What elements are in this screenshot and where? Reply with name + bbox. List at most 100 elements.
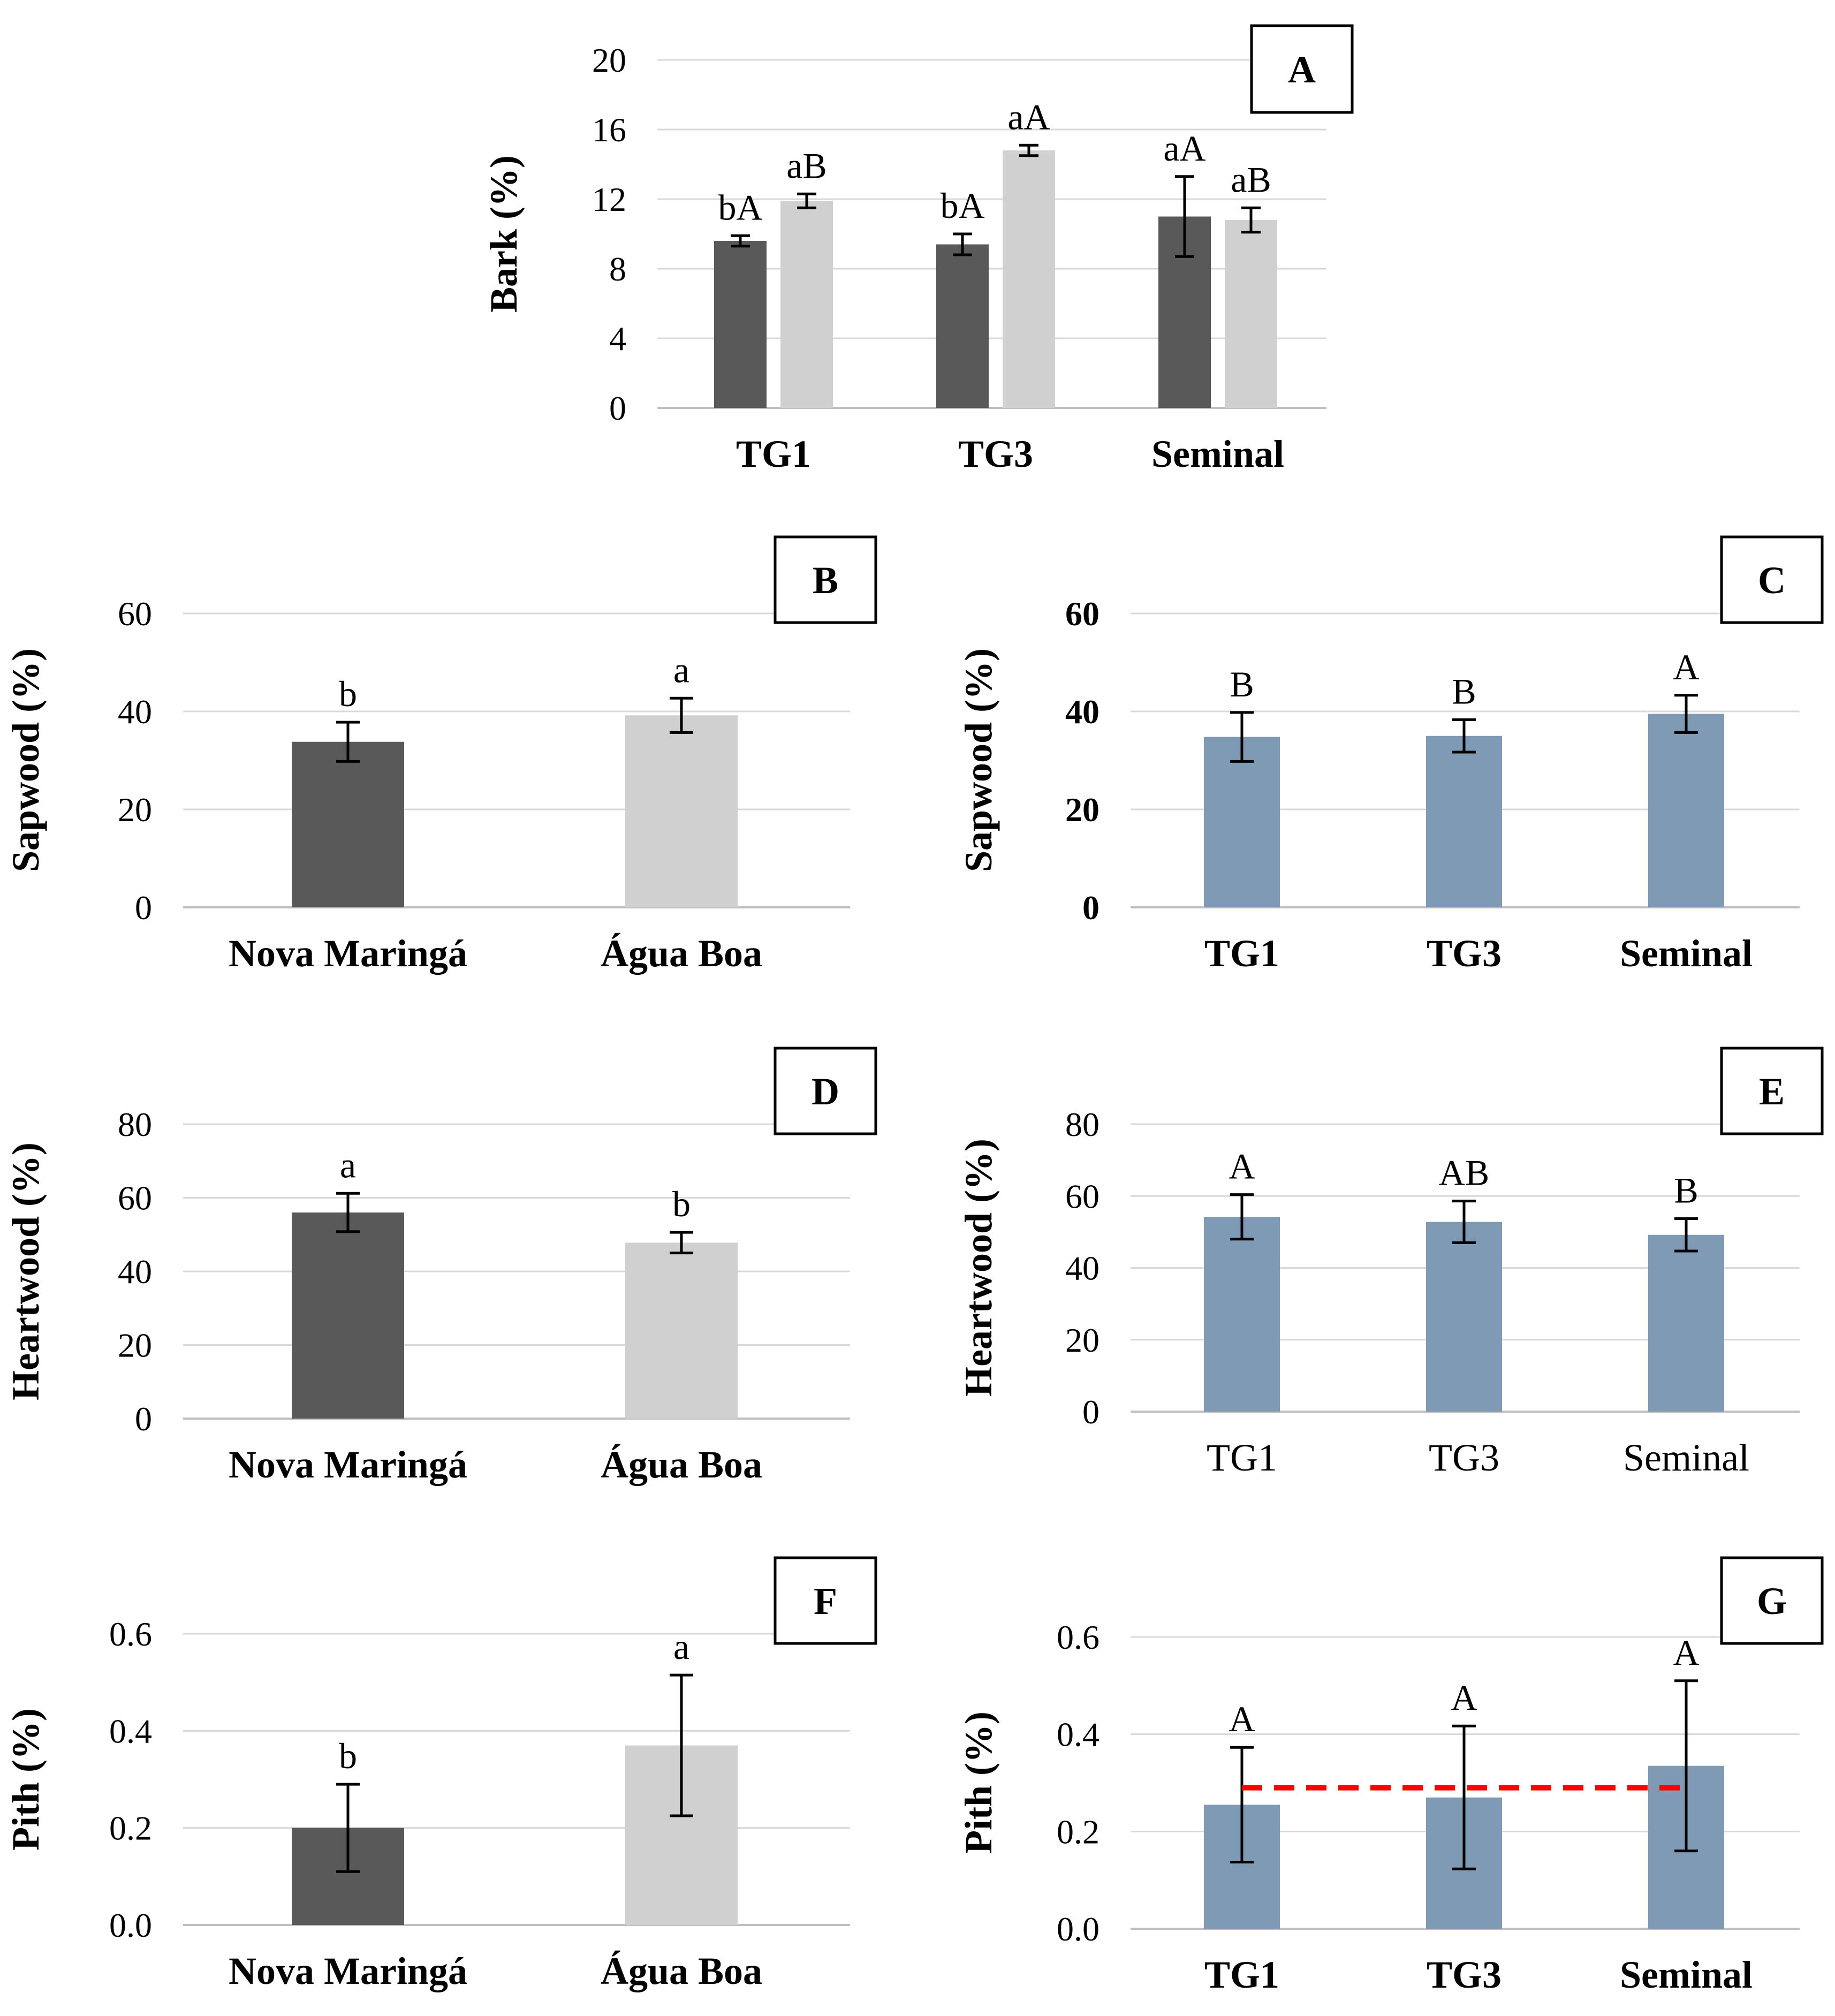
- y-tick-label: 60: [118, 595, 152, 633]
- significance-label: A: [1229, 1699, 1255, 1739]
- y-tick-label: 40: [118, 1253, 152, 1291]
- bar: [292, 1212, 404, 1419]
- x-category-label: TG1: [1207, 1436, 1277, 1479]
- x-category-label: TG1: [736, 433, 811, 475]
- y-axis-label: Pith (%): [957, 1711, 1000, 1854]
- y-axis-label: Heartwood (%): [957, 1139, 1000, 1397]
- x-category-label: Seminal: [1620, 1953, 1753, 1996]
- y-tick-label: 80: [1065, 1105, 1100, 1143]
- panel-g: 0.0 0.2 0.4 0.6 Pith (%) G A A A TG1 TG3 Seminal: [957, 1556, 1824, 1996]
- panel-label: E: [1759, 1070, 1785, 1113]
- y-tick-label: 40: [1065, 1249, 1100, 1287]
- significance-label: b: [339, 1735, 357, 1776]
- bar: [714, 241, 767, 408]
- y-tick-label: 40: [1065, 693, 1100, 731]
- y-tick-label: 20: [1065, 791, 1100, 829]
- y-tick-label: 20: [118, 1327, 152, 1365]
- bar: [625, 1242, 738, 1419]
- significance-label: b: [672, 1184, 691, 1224]
- x-category-label: TG3: [1429, 1436, 1499, 1479]
- panel-label-box: [1720, 535, 1824, 624]
- significance-label: bA: [940, 185, 984, 226]
- x-category-label: TG1: [1204, 932, 1279, 975]
- panel-e: 0 20 40 60 80 Heartwood (%) E A AB B TG1 TG3 Seminal: [957, 1047, 1824, 1479]
- significance-label: A: [1229, 1146, 1255, 1187]
- panel-label-box: [1720, 1047, 1824, 1135]
- y-tick-label: 4: [609, 320, 626, 358]
- y-axis-label: Sapwood (%): [4, 648, 47, 872]
- bar: [1426, 736, 1502, 907]
- bar: [1204, 737, 1280, 907]
- panel-b: 0 20 40 60 Sapwood (%) Bb a Nova Maringá Água Bo…: [4, 535, 877, 975]
- x-category-label: Água Boa: [601, 1443, 762, 1486]
- panel-label-box: [1720, 1556, 1824, 1645]
- significance-label: a: [673, 649, 689, 690]
- panel-label: G: [1757, 1580, 1787, 1623]
- bar: [936, 244, 989, 408]
- bar: [625, 715, 738, 907]
- y-tick-label: 20: [118, 791, 152, 829]
- x-category-label: TG1: [1204, 1953, 1279, 1996]
- panel-label-box: [1250, 24, 1354, 114]
- significance-label: B: [1230, 664, 1254, 704]
- significance-label: a: [673, 1626, 689, 1667]
- panel-label: A: [1288, 48, 1316, 91]
- significance-label: B: [1452, 671, 1476, 712]
- y-tick-label: 0: [1082, 889, 1100, 927]
- y-axis-label: Heartwood (%): [4, 1142, 47, 1400]
- bar: [780, 201, 833, 408]
- y-tick-label: 60: [1065, 1177, 1100, 1215]
- significance-label: aB: [786, 145, 827, 186]
- y-tick-label: 0.0: [109, 1906, 152, 1944]
- x-category-label: Nova Maringá: [229, 1443, 467, 1486]
- panel-label-box: [774, 535, 877, 624]
- panel-f: 0.0 0.2 0.4 0.6 Pith (%) Fb a Nova Maringá Água …: [4, 1556, 877, 1992]
- y-axis-label: Pith (%): [4, 1708, 47, 1851]
- y-tick-label: 60: [118, 1179, 152, 1217]
- bar: [292, 741, 404, 907]
- panel-label: C: [1758, 559, 1786, 602]
- x-category-label: Água Boa: [601, 1950, 762, 1992]
- x-category-label: Seminal: [1623, 1436, 1749, 1479]
- x-category-label: Seminal: [1620, 932, 1753, 975]
- x-category-label: Nova Maringá: [229, 1950, 467, 1992]
- y-tick-label: 40: [118, 693, 152, 731]
- y-tick-label: 0.2: [1057, 1813, 1100, 1851]
- y-tick-label: 0: [1082, 1393, 1100, 1431]
- y-tick-label: 12: [592, 180, 626, 218]
- y-tick-label: 0: [135, 889, 152, 927]
- significance-label: AB: [1439, 1153, 1489, 1193]
- bar: [1225, 220, 1277, 408]
- y-tick-label: 80: [118, 1105, 152, 1143]
- panel-label-box: [774, 1556, 877, 1645]
- bar: [1003, 150, 1055, 408]
- significance-label: aB: [1231, 159, 1271, 200]
- y-tick-label: 20: [592, 41, 626, 79]
- significance-label: A: [1673, 1632, 1699, 1673]
- y-tick-label: 60: [1065, 595, 1100, 633]
- panel-d: 0 20 40 60 80 Heartwood (%) Da b Nova Maringá Águ…: [4, 1047, 877, 1486]
- significance-label: aA: [1163, 128, 1205, 169]
- significance-label: a: [340, 1145, 356, 1185]
- bar: [1648, 714, 1724, 907]
- y-tick-label: 8: [609, 250, 626, 288]
- panel-c: 0 20 40 60 Sapwood (%) C B B A TG1 TG3 Seminal: [957, 535, 1824, 975]
- bar: [1426, 1222, 1502, 1412]
- panel-label: F: [814, 1580, 837, 1623]
- significance-label: aA: [1007, 96, 1050, 137]
- panel-label: D: [812, 1070, 839, 1113]
- panel-label-box: [774, 1047, 877, 1135]
- y-tick-label: 0.4: [109, 1712, 152, 1750]
- y-tick-label: 0: [135, 1400, 152, 1438]
- significance-label: bA: [718, 187, 762, 228]
- panel-label: B: [813, 559, 838, 602]
- x-category-label: Seminal: [1151, 433, 1284, 475]
- bar: [1648, 1234, 1724, 1412]
- y-tick-label: 0.6: [109, 1615, 152, 1653]
- y-tick-label: 0: [609, 389, 626, 427]
- x-category-label: TG3: [1427, 1953, 1502, 1996]
- y-tick-label: 0.0: [1057, 1910, 1100, 1948]
- significance-label: b: [339, 673, 357, 714]
- y-tick-label: 0.2: [109, 1809, 152, 1847]
